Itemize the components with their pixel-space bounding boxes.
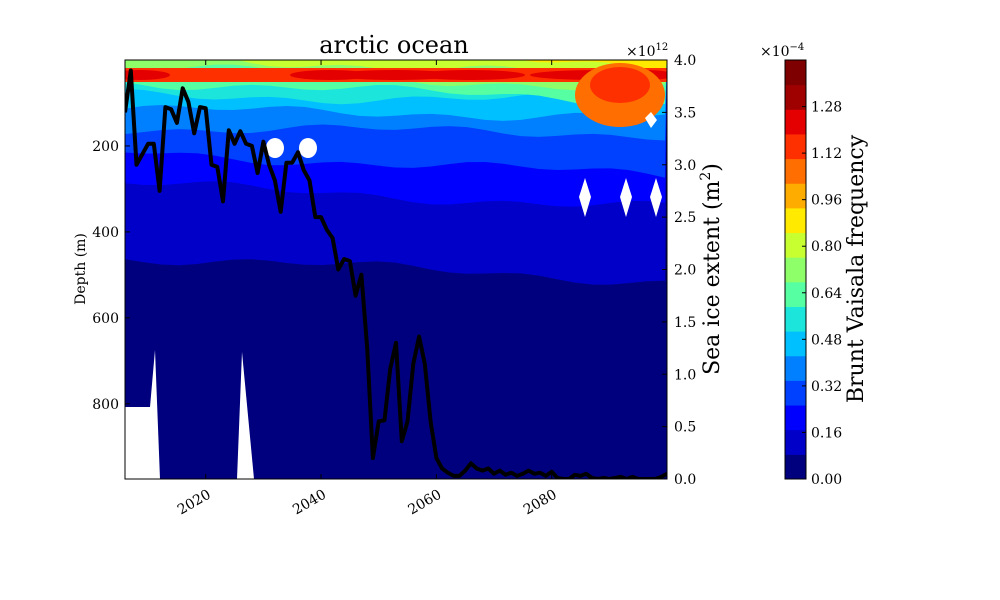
- missing-data-region: [125, 350, 160, 479]
- field-band-10: [125, 60, 667, 72]
- x-tick-label: 2060: [405, 487, 444, 519]
- x-tick-label: 2080: [521, 487, 560, 519]
- colorbar-tick-label: 0.64: [811, 286, 842, 302]
- colorbar-swatch: [785, 405, 806, 431]
- y2-multiplier: ×1012: [626, 42, 668, 60]
- y2-tick-label: 0.0: [674, 472, 696, 488]
- missing-data-region: [620, 178, 632, 217]
- colorbar-swatch: [785, 84, 806, 110]
- y2-tick-label: 2.5: [674, 210, 696, 226]
- plot-area: [125, 60, 667, 479]
- surface-hot-patch: [125, 70, 170, 80]
- colorbar-swatch: [785, 257, 806, 283]
- chart-title: arctic ocean: [319, 31, 468, 59]
- colorbar-swatch: [785, 207, 806, 234]
- colorbar-swatch: [785, 380, 806, 406]
- colorbar-swatch: [785, 158, 806, 184]
- colorbar-swatch: [785, 306, 806, 332]
- field-band-9: [125, 60, 667, 76]
- y2-tick-label: 2.0: [674, 263, 696, 279]
- y2-axis-label: Sea ice extent (m2): [698, 163, 725, 375]
- colorbar-swatch: [785, 429, 806, 455]
- missing-data-region: [579, 178, 591, 217]
- y-tick-label: 400: [92, 225, 119, 241]
- colorbar-tick-label: 0.16: [811, 425, 842, 441]
- sea-ice-line: [125, 68, 667, 479]
- y2-tick-label: 1.0: [674, 367, 696, 383]
- y-tick-label: 600: [92, 311, 119, 327]
- colorbar-tick-label: 0.32: [811, 379, 842, 395]
- y-tick-label: 200: [92, 139, 119, 155]
- missing-data-region: [299, 138, 317, 158]
- y2-multiplier-base: ×10: [626, 44, 656, 60]
- surface-warm-patch: [590, 67, 650, 103]
- y2-tick-label: 4.0: [674, 53, 696, 69]
- colorbar: [785, 60, 806, 480]
- missing-data-region: [650, 178, 662, 217]
- colorbar-swatch: [785, 133, 806, 160]
- surface-hot-patch: [415, 70, 525, 80]
- y2-tick-label: 0.5: [674, 420, 696, 436]
- y2-tick-label: 3.5: [674, 105, 696, 121]
- colorbar-swatch: [785, 109, 806, 135]
- colorbar-tick-label: 0.96: [811, 193, 842, 209]
- colorbar-axis: 0.00 0.16 0.32 0.48 0.64 0.80 0.96 1.12 1.28: [802, 100, 842, 488]
- colorbar-tick-label: 1.12: [811, 146, 842, 162]
- colorbar-tick-label: 0.80: [811, 239, 842, 255]
- colorbar-swatch: [785, 60, 806, 86]
- colorbar-swatch: [785, 454, 806, 480]
- colorbar-tick-label: 0.00: [811, 472, 842, 488]
- colorbar-swatch: [785, 281, 806, 307]
- y-axis-label: Depth (m): [73, 233, 89, 305]
- missing-data-region: [266, 138, 284, 158]
- colorbar-swatch: [785, 183, 806, 209]
- colorbar-multiplier-base: ×10: [760, 44, 790, 60]
- y2-axis-label-end: ): [700, 163, 725, 172]
- colorbar-multiplier-exp: −4: [790, 42, 805, 53]
- y2-axis-label-sup: 2: [698, 172, 714, 181]
- y2-axis-label-main: Sea ice extent (m: [700, 180, 725, 374]
- x-tick-label: 2020: [175, 487, 214, 519]
- colorbar-tick-label: 1.28: [811, 100, 842, 116]
- y2-multiplier-exp: 12: [656, 42, 669, 53]
- x-tick-label: 2040: [290, 487, 329, 519]
- y2-tick-label: 3.0: [674, 158, 696, 174]
- colorbar-swatch: [785, 232, 806, 258]
- colorbar-label: Brunt Vaisala frequency: [844, 134, 869, 403]
- colorbar-tick-label: 0.48: [811, 332, 842, 348]
- colorbar-swatch: [785, 355, 806, 381]
- missing-data-region: [237, 352, 254, 479]
- colorbar-frame: [784, 59, 807, 480]
- missing-data-region: [645, 112, 657, 128]
- colorbar-swatch: [785, 331, 806, 357]
- y2-tick-label: 1.5: [674, 315, 696, 331]
- colorbar-multiplier: ×10−4: [760, 42, 804, 60]
- y-tick-label: 800: [92, 397, 119, 413]
